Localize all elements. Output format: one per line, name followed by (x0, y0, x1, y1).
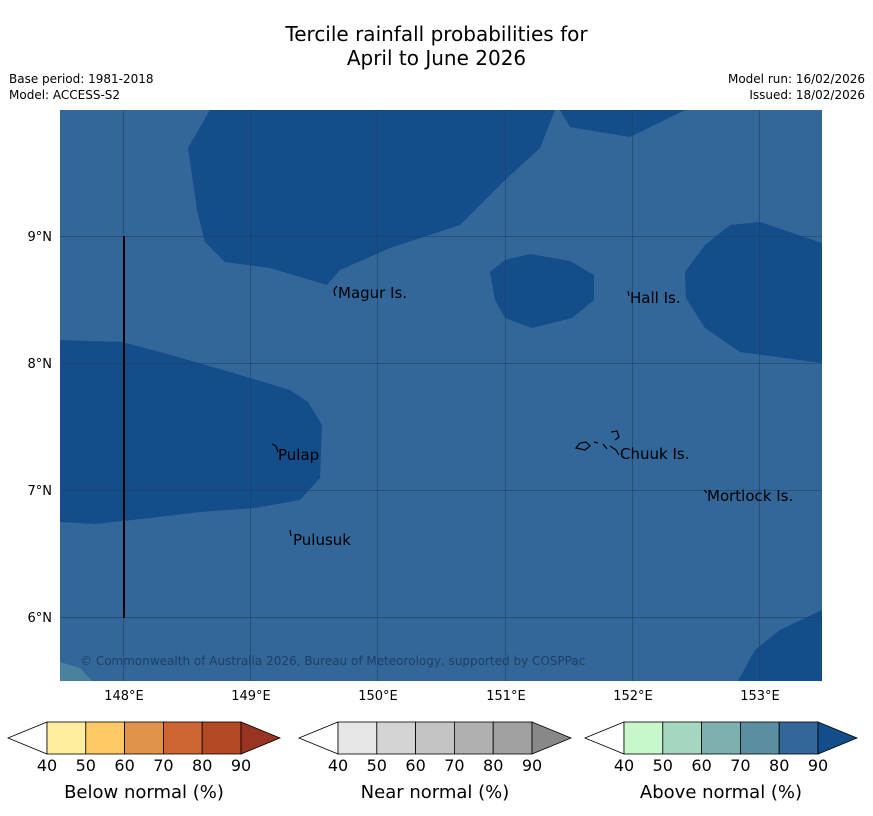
chart-title: Tercile rainfall probabilities for April… (0, 22, 873, 70)
legend-extend-low (6, 721, 48, 755)
legend-title: Below normal (%) (64, 782, 224, 803)
metadata-left: Base period: 1981-2018 Model: ACCESS-S2 (9, 71, 154, 103)
legend-swatch (778, 721, 819, 755)
legend-swatch (701, 721, 741, 755)
lon-label-152e: 152°E (613, 689, 653, 704)
legend-extend-high (531, 721, 573, 755)
legend-swatch (739, 721, 780, 755)
map: Magur Is. Hall Is. Pulap Chuuk Is. Mortl… (28, 110, 822, 704)
place-label-magur: Magur Is. (338, 284, 407, 302)
legend-swatch (623, 721, 664, 755)
pulap-island-shape (271, 443, 279, 453)
model-label: Model: ACCESS-S2 (9, 88, 121, 102)
zone-west-80-90 (60, 340, 322, 524)
copyright-notice: © Commonwealth of Australia 2026, Bureau… (80, 654, 585, 668)
magur-island-shape (333, 285, 338, 297)
legend-tick-label: 40 (37, 756, 57, 775)
place-label-chuuk: Chuuk Is. (620, 445, 689, 463)
legend-extend-high (817, 721, 859, 755)
lat-label-9n: 9°N (28, 230, 53, 245)
lon-label-149e: 149°E (231, 689, 271, 704)
issued-label: Issued: 18/02/2026 (749, 88, 865, 102)
legend-swatch (453, 721, 494, 755)
legend-tick-label: 80 (192, 756, 212, 775)
lat-label-6n: 6°N (28, 611, 53, 626)
legend-near-normal: 40 50 60 70 80 90 Near normal (%) (297, 721, 573, 803)
legend-swatch (124, 721, 164, 755)
legend-tick-label: 80 (769, 756, 789, 775)
legend-tick-label: 80 (483, 756, 503, 775)
place-label-pulusuk: Pulusuk (293, 531, 351, 549)
lon-label-151e: 151°E (486, 689, 526, 704)
legend-tick-label: 90 (231, 756, 251, 775)
legend-swatch (492, 721, 533, 755)
legend-tick-label: 70 (444, 756, 464, 775)
legend-swatch (46, 721, 87, 755)
legend-swatch (162, 721, 203, 755)
place-label-pulap: Pulap (278, 446, 319, 464)
legend-tick-label: 40 (328, 756, 348, 775)
legend-tick-label: 50 (367, 756, 387, 775)
model-run-label: Model run: 16/02/2026 (727, 72, 865, 86)
legends: 40 50 60 70 80 90 Below normal (%) 40 50 60 70 80 9… (6, 721, 859, 803)
lon-label-148e: 148°E (104, 689, 144, 704)
legend-title: Near normal (%) (361, 782, 510, 803)
legend-swatch (415, 721, 455, 755)
legend-swatch (337, 721, 378, 755)
mortlock-island-shape (703, 489, 708, 494)
zone-southwest-60-70 (60, 662, 92, 681)
legend-tick-label: 90 (522, 756, 542, 775)
legend-tick-label: 70 (730, 756, 750, 775)
lat-label-7n: 7°N (28, 484, 53, 499)
zone-east-80-90 (685, 222, 822, 363)
legend-title: Above normal (%) (640, 782, 802, 803)
legend-tick-label: 90 (808, 756, 828, 775)
zone-center-80-90 (490, 254, 594, 328)
lon-label-153e: 153°E (740, 689, 780, 704)
zone-north-80-90 (188, 110, 555, 285)
legend-swatch (85, 721, 126, 755)
legend-extend-low (583, 721, 625, 755)
legend-swatch (201, 721, 242, 755)
legend-tick-label: 60 (114, 756, 134, 775)
lat-label-8n: 8°N (28, 357, 53, 372)
pulusuk-island-shape (289, 529, 292, 537)
title-line-2: April to June 2026 (346, 46, 527, 70)
legend-below-normal: 40 50 60 70 80 90 Below normal (%) (6, 721, 282, 803)
legend-above-normal: 40 50 60 70 80 90 Above normal (%) (583, 721, 859, 803)
base-period-label: Base period: 1981-2018 (9, 72, 154, 86)
legend-extend-high (240, 721, 282, 755)
hall-island-shape (627, 290, 630, 297)
probability-field (60, 110, 822, 681)
legend-swatch (662, 721, 703, 755)
title-line-1: Tercile rainfall probabilities for (285, 22, 588, 46)
legend-tick-label: 60 (691, 756, 711, 775)
island-outlines (271, 285, 708, 537)
chuuk-lagoon-shape (574, 430, 620, 456)
place-label-mortlock: Mortlock Is. (707, 487, 793, 505)
legend-tick-label: 50 (76, 756, 96, 775)
legend-tick-label: 40 (614, 756, 634, 775)
metadata-right: Model run: 16/02/2026 Issued: 18/02/2026 (728, 71, 865, 103)
legend-extend-low (297, 721, 339, 755)
legend-tick-label: 70 (153, 756, 173, 775)
lon-label-150e: 150°E (358, 689, 398, 704)
legend-tick-label: 50 (653, 756, 673, 775)
zone-northeast-80-90 (560, 110, 685, 137)
legend-tick-label: 60 (405, 756, 425, 775)
place-label-hall: Hall Is. (630, 289, 681, 307)
legend-swatch (376, 721, 417, 755)
